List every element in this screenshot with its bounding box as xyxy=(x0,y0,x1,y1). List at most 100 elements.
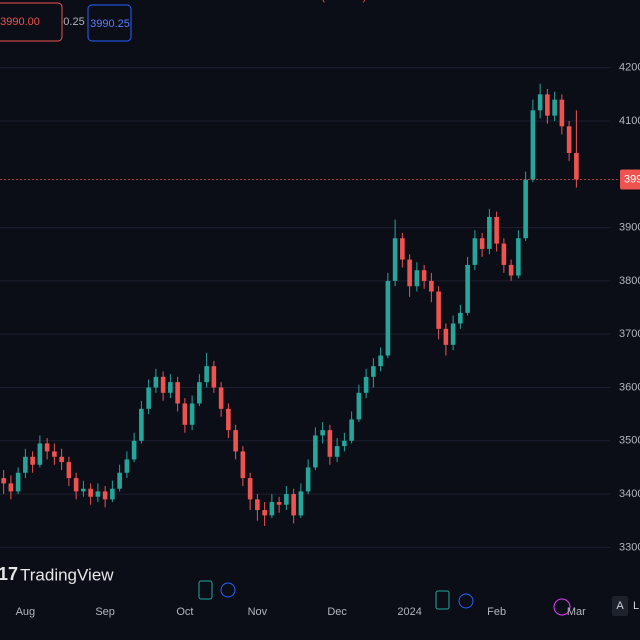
candle-body xyxy=(95,491,101,497)
x-tick-label: Nov xyxy=(248,606,268,618)
candles xyxy=(0,83,620,527)
event-icon[interactable] xyxy=(553,598,571,616)
y-tick-label: 3400.0 xyxy=(619,488,640,500)
candle-body xyxy=(313,435,318,468)
candle-body xyxy=(131,440,137,460)
candle-body xyxy=(363,376,369,393)
event-icon[interactable] xyxy=(220,582,236,598)
candle-body xyxy=(37,443,43,465)
candle-body xyxy=(574,152,579,180)
sell-button[interactable] xyxy=(0,2,63,42)
candle-body xyxy=(204,366,209,383)
event-icon[interactable] xyxy=(458,593,474,609)
candle-body xyxy=(73,478,79,492)
candle-body xyxy=(479,238,485,249)
logo-mark: 17 xyxy=(0,564,18,584)
candle-body xyxy=(371,366,376,377)
candle-body xyxy=(443,328,449,345)
candle-body xyxy=(400,238,405,260)
candle-body xyxy=(139,408,144,441)
y-tick-label: 3500.0 xyxy=(619,435,640,447)
candle-body xyxy=(218,387,224,409)
candle-body xyxy=(559,99,565,127)
candle-body xyxy=(269,502,275,516)
candle-body xyxy=(291,494,296,516)
candle-body xyxy=(284,494,289,505)
candle-body xyxy=(378,355,383,367)
candle-body xyxy=(298,491,304,516)
event-icon[interactable] xyxy=(435,590,450,610)
candle-body xyxy=(349,419,354,441)
y-tick-label: 3700.0 xyxy=(619,328,640,340)
candle-body xyxy=(523,179,528,239)
candle-body xyxy=(276,502,282,505)
candle-body xyxy=(450,323,456,345)
candle-body xyxy=(262,510,267,516)
x-tick-label: Oct xyxy=(176,606,193,618)
candle-body xyxy=(516,238,521,276)
auto-button[interactable] xyxy=(612,596,628,616)
candle-body xyxy=(160,376,166,393)
candle-body xyxy=(414,270,420,287)
candle-body xyxy=(385,280,391,356)
candle-body xyxy=(52,451,57,457)
x-tick-label: 2024 xyxy=(397,606,421,618)
auto-label[interactable]: A xyxy=(616,600,624,612)
candle-body xyxy=(436,291,441,329)
price-badge xyxy=(620,169,640,190)
candle-body xyxy=(153,376,159,388)
candle-body xyxy=(552,99,557,116)
price-badge-label: 3990.25 xyxy=(624,173,640,185)
grid xyxy=(0,67,610,548)
y-tick-label: 3300.0 xyxy=(619,541,640,553)
candle-body xyxy=(81,488,86,492)
candle-body xyxy=(465,264,470,313)
candle-body xyxy=(59,456,64,463)
candle-body xyxy=(197,382,202,404)
y-tick-label: 4100.0 xyxy=(619,115,640,127)
candle-body xyxy=(168,382,173,393)
candle-body xyxy=(226,408,231,431)
candle-body xyxy=(117,472,122,489)
candle-body xyxy=(189,403,195,425)
candle-body xyxy=(501,243,507,265)
y-tick-label: 3900.0 xyxy=(619,221,640,233)
event-icon[interactable] xyxy=(198,580,213,600)
candle-body xyxy=(233,430,238,452)
y-tick-label: 4200.0 xyxy=(619,62,640,74)
candle-body xyxy=(327,430,333,457)
ohlc-readout: C3990.25 −61.85 (−1.53%) xyxy=(234,0,367,3)
candle-body xyxy=(320,430,325,436)
candle-body xyxy=(66,462,72,479)
candle-body xyxy=(494,216,499,244)
candle-body xyxy=(305,467,311,492)
candle-body xyxy=(334,446,340,457)
candle-body xyxy=(255,499,260,511)
candle-body xyxy=(44,443,50,452)
x-tick-label: Feb xyxy=(487,606,506,618)
y-tick-label: 3800.0 xyxy=(619,275,640,287)
candle-body xyxy=(247,478,253,500)
candle-body xyxy=(545,94,550,116)
y-tick-label: 3600.0 xyxy=(619,381,640,393)
candle-body xyxy=(146,387,151,409)
candle-body xyxy=(182,403,188,425)
candle-body xyxy=(392,238,398,281)
log-label[interactable]: L xyxy=(633,600,639,612)
buy-price[interactable]: 3990.25 xyxy=(90,18,130,30)
candle-body xyxy=(429,280,434,292)
spread: 0.25 xyxy=(63,16,84,28)
candle-body xyxy=(472,238,478,265)
candle-body xyxy=(30,456,35,465)
candle-body xyxy=(356,392,362,420)
candle-body xyxy=(88,488,93,497)
candle-body xyxy=(508,264,514,276)
x-tick-label: Dec xyxy=(327,606,347,618)
sell-price[interactable]: 3990.00 xyxy=(0,16,40,28)
candle-body xyxy=(8,483,14,492)
candle-body xyxy=(421,270,427,281)
buy-button[interactable] xyxy=(87,4,132,42)
